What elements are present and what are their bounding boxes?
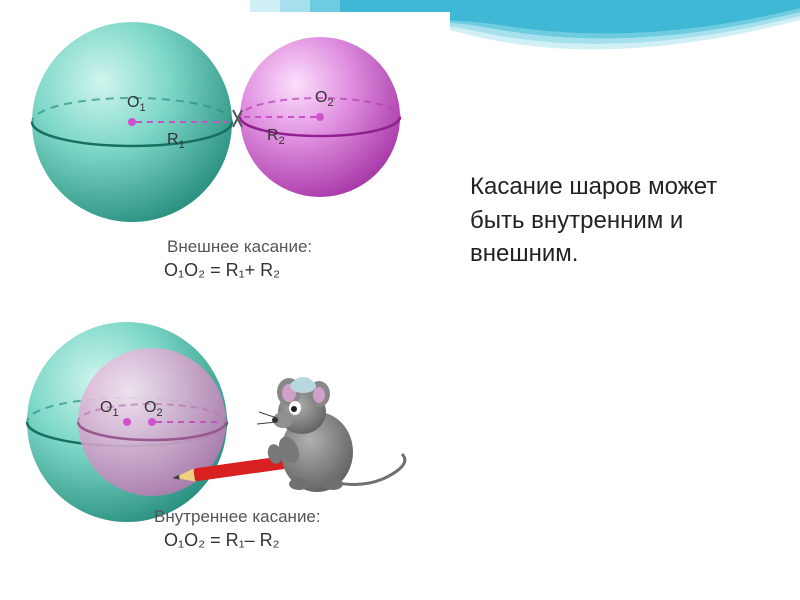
spheres-diagram: O1 R1 O2 R2 (12, 12, 450, 552)
internal-title: Внутреннее касание: (154, 507, 321, 527)
external-sphere-2: O2 R2 (240, 37, 400, 197)
external-sphere-1: O1 R1 (32, 22, 232, 222)
diagram-panel: O1 R1 O2 R2 (12, 12, 450, 552)
external-formula: O₁O₂ = R₁+ R₂ (164, 260, 280, 281)
internal-formula: O₁O₂ = R₁– R₂ (164, 530, 280, 551)
external-title: Внешнее касание: (167, 237, 312, 257)
description-text: Касание шаров может быть внутренним и вн… (470, 170, 770, 271)
